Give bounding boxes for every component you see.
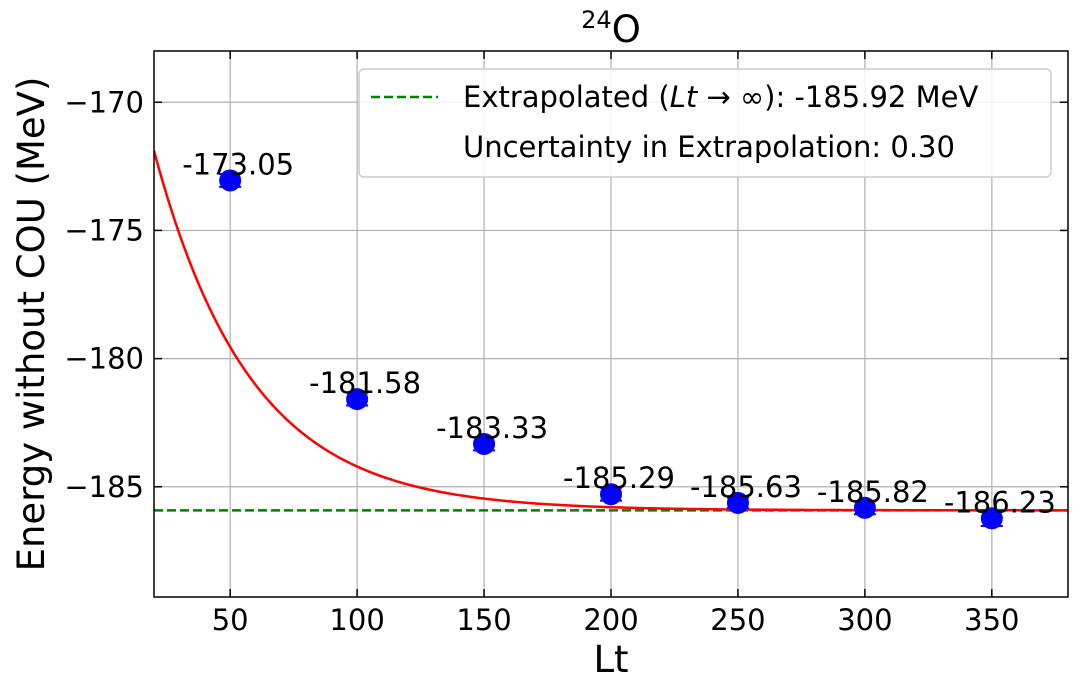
fit-curve [154, 150, 1068, 512]
title-superscript: 24 [581, 6, 612, 34]
x-tick-label: 100 [329, 603, 384, 637]
data-label: -185.82 [817, 475, 929, 509]
legend: Extrapolated (Lt → ∞): -185.92 MeV Uncer… [358, 68, 1052, 178]
y-axis-label: Energy without COU (MeV) [10, 77, 53, 572]
x-tick-label: 350 [964, 603, 1019, 637]
data-point [346, 388, 369, 411]
x-axis-label: Lt [593, 638, 628, 681]
legend-entry-extrapolated: Extrapolated (Lt → ∞): -185.92 MeV [463, 80, 978, 114]
data-points-group [219, 169, 1003, 530]
data-label: -186.23 [944, 485, 1056, 519]
data-point [980, 507, 1003, 530]
data-point [219, 169, 242, 192]
data-point [853, 496, 876, 519]
x-tick-label: 50 [212, 603, 249, 637]
y-tick-label: −175 [64, 213, 144, 247]
data-label: -185.29 [563, 461, 675, 495]
data-point [473, 432, 496, 455]
x-tick-label: 250 [710, 603, 765, 637]
data-label: -183.33 [436, 411, 548, 445]
legend-entry-uncertainty: Uncertainty in Extrapolation: 0.30 [463, 130, 955, 164]
x-tick-label: 150 [456, 603, 511, 637]
ticks-group: 50 100 150 200 250 300 350 −170 −175 −180 −185 [64, 51, 1068, 637]
x-tick-label: 300 [837, 603, 892, 637]
y-tick-label: −185 [64, 470, 144, 504]
legend-box [358, 68, 1052, 178]
data-label: -185.63 [690, 470, 802, 504]
x-tick-label: 200 [583, 603, 638, 637]
data-label: -173.05 [182, 147, 294, 181]
fit-curve-group [154, 150, 1068, 512]
data-point [600, 483, 622, 506]
y-tick-label: −180 [64, 342, 144, 376]
y-tick-label: −170 [64, 85, 144, 119]
data-labels-group: -173.05 -181.58 -183.33 -185.29 -185.63 -185.… [182, 147, 1056, 519]
data-point [726, 491, 749, 514]
data-label: -181.58 [309, 366, 421, 400]
chart-title: 24O [581, 6, 641, 51]
title-main: O [612, 8, 641, 51]
